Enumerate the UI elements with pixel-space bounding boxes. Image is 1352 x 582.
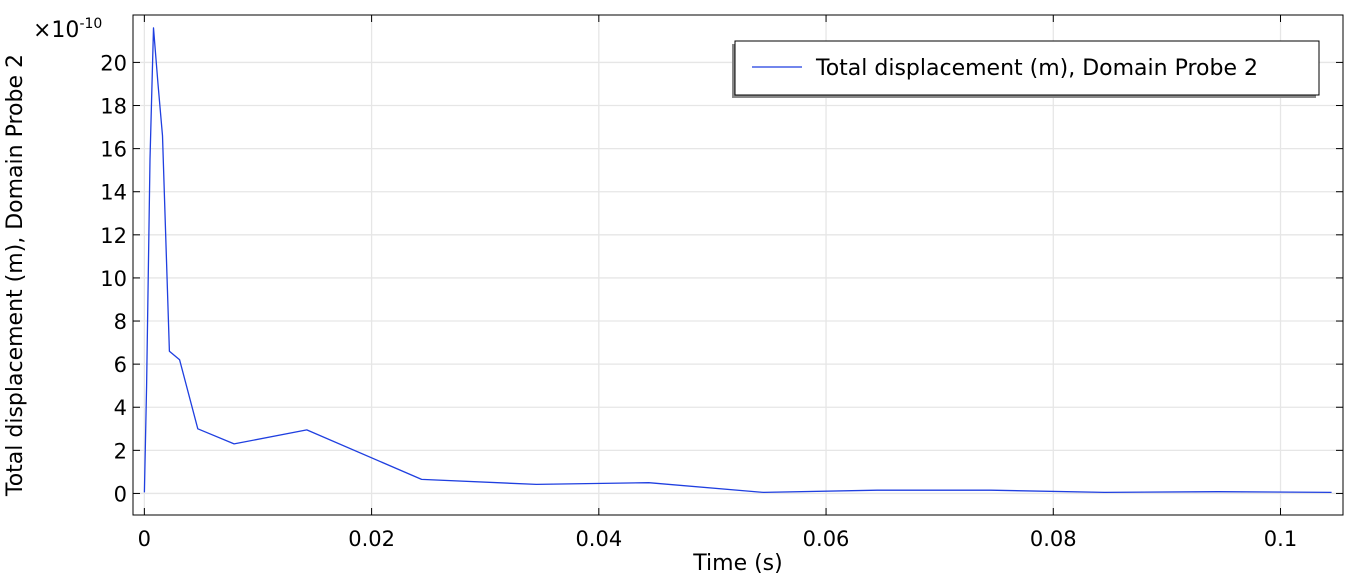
y-tick-label: 18 (100, 95, 127, 119)
y-tick-labels: 0 2 4 6 8 10 12 14 16 18 20 (100, 51, 127, 506)
y-tick-label: 12 (100, 224, 127, 248)
y-tick-label: 10 (100, 267, 127, 291)
x-tick-labels: 0 0.02 0.04 0.06 0.08 0.1 (138, 527, 1298, 551)
series-line (143, 27, 1332, 494)
y-tick-label: 20 (100, 51, 127, 75)
y-tick-label: 14 (100, 181, 127, 205)
y-tick-label: 0 (114, 482, 127, 506)
y-axis-title: Total displacement (m), Domain Probe 2 (3, 54, 28, 497)
y-tick-label: 16 (100, 138, 127, 162)
x-axis-title: Time (s) (692, 551, 782, 576)
y-tick-label: 8 (114, 310, 127, 334)
plot-background (133, 15, 1343, 515)
plot-frame (132, 14, 1344, 516)
axis-ticks (133, 15, 1343, 515)
x-tick-label: 0.02 (348, 527, 395, 551)
legend-entry-label: Total displacement (m), Domain Probe 2 (815, 56, 1258, 81)
legend: Total displacement (m), Domain Probe 2 (732, 40, 1320, 98)
legend-box (734, 40, 1320, 96)
y-multiplier-exponent: -10 (79, 16, 102, 32)
y-tick-label: 2 (114, 439, 127, 463)
x-tick-label: 0.06 (803, 527, 850, 551)
x-tick-label: 0.1 (1264, 527, 1297, 551)
y-tick-label: 6 (114, 353, 127, 377)
y-tick-label: 4 (114, 396, 127, 420)
series-layer (143, 27, 1332, 494)
y-axis-multiplier: ×10-10 (33, 16, 102, 43)
x-tick-label: 0 (138, 527, 151, 551)
y-multiplier-base: ×10 (33, 18, 79, 43)
x-tick-label: 0.08 (1030, 527, 1077, 551)
x-tick-label: 0.04 (575, 527, 622, 551)
grid-lines (133, 15, 1343, 515)
